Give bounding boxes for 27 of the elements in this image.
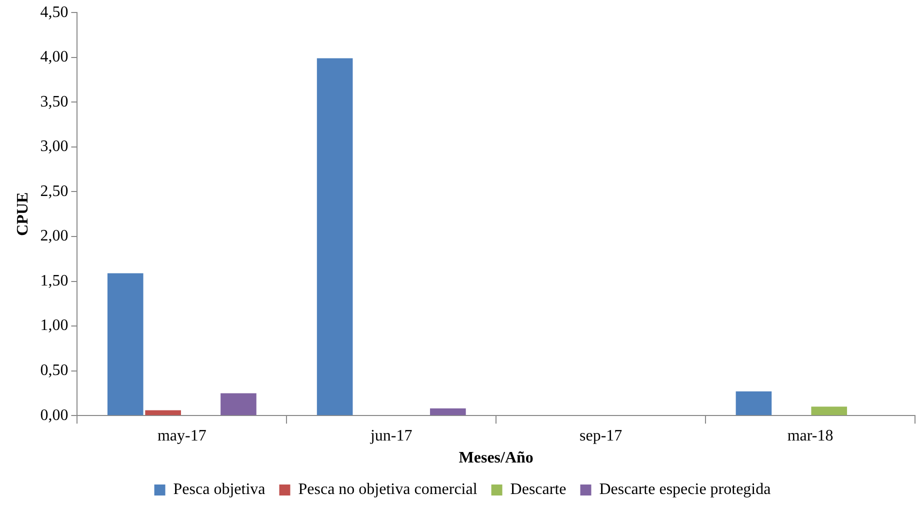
x-tick-label: jun-17 bbox=[369, 427, 412, 444]
bar bbox=[736, 391, 772, 416]
y-tick-label: 3,50 bbox=[40, 93, 68, 110]
y-tick-label: 1,50 bbox=[40, 272, 68, 290]
legend-label: Pesca objetiva bbox=[173, 481, 266, 498]
y-tick-label: 3,00 bbox=[40, 138, 68, 156]
y-tick-label: 0,50 bbox=[40, 362, 68, 380]
y-tick-label: 0,00 bbox=[40, 406, 68, 424]
y-tick-label: 4,50 bbox=[40, 4, 68, 21]
x-tick-label: sep-17 bbox=[579, 427, 622, 444]
y-tick-label: 2,00 bbox=[40, 228, 68, 245]
y-tick-label: 1,00 bbox=[40, 317, 68, 334]
bar bbox=[316, 58, 353, 416]
x-axis-title: Meses/Año bbox=[458, 450, 534, 467]
y-tick-label: 4,00 bbox=[40, 48, 68, 66]
y-axis-title: CPUE bbox=[14, 192, 32, 236]
bar bbox=[220, 393, 256, 416]
y-tick-label: 2,50 bbox=[40, 182, 68, 200]
bar bbox=[430, 408, 466, 416]
legend-label: Descarte especie protegida bbox=[599, 481, 771, 498]
x-tick-label: mar-18 bbox=[787, 427, 834, 444]
bar bbox=[107, 273, 144, 416]
legend-label: Descarte bbox=[510, 481, 566, 498]
x-tick-label: may-17 bbox=[157, 427, 206, 444]
bar bbox=[811, 406, 848, 416]
legend-label: Pesca no objetiva comercial bbox=[298, 481, 478, 498]
bar bbox=[145, 410, 181, 416]
